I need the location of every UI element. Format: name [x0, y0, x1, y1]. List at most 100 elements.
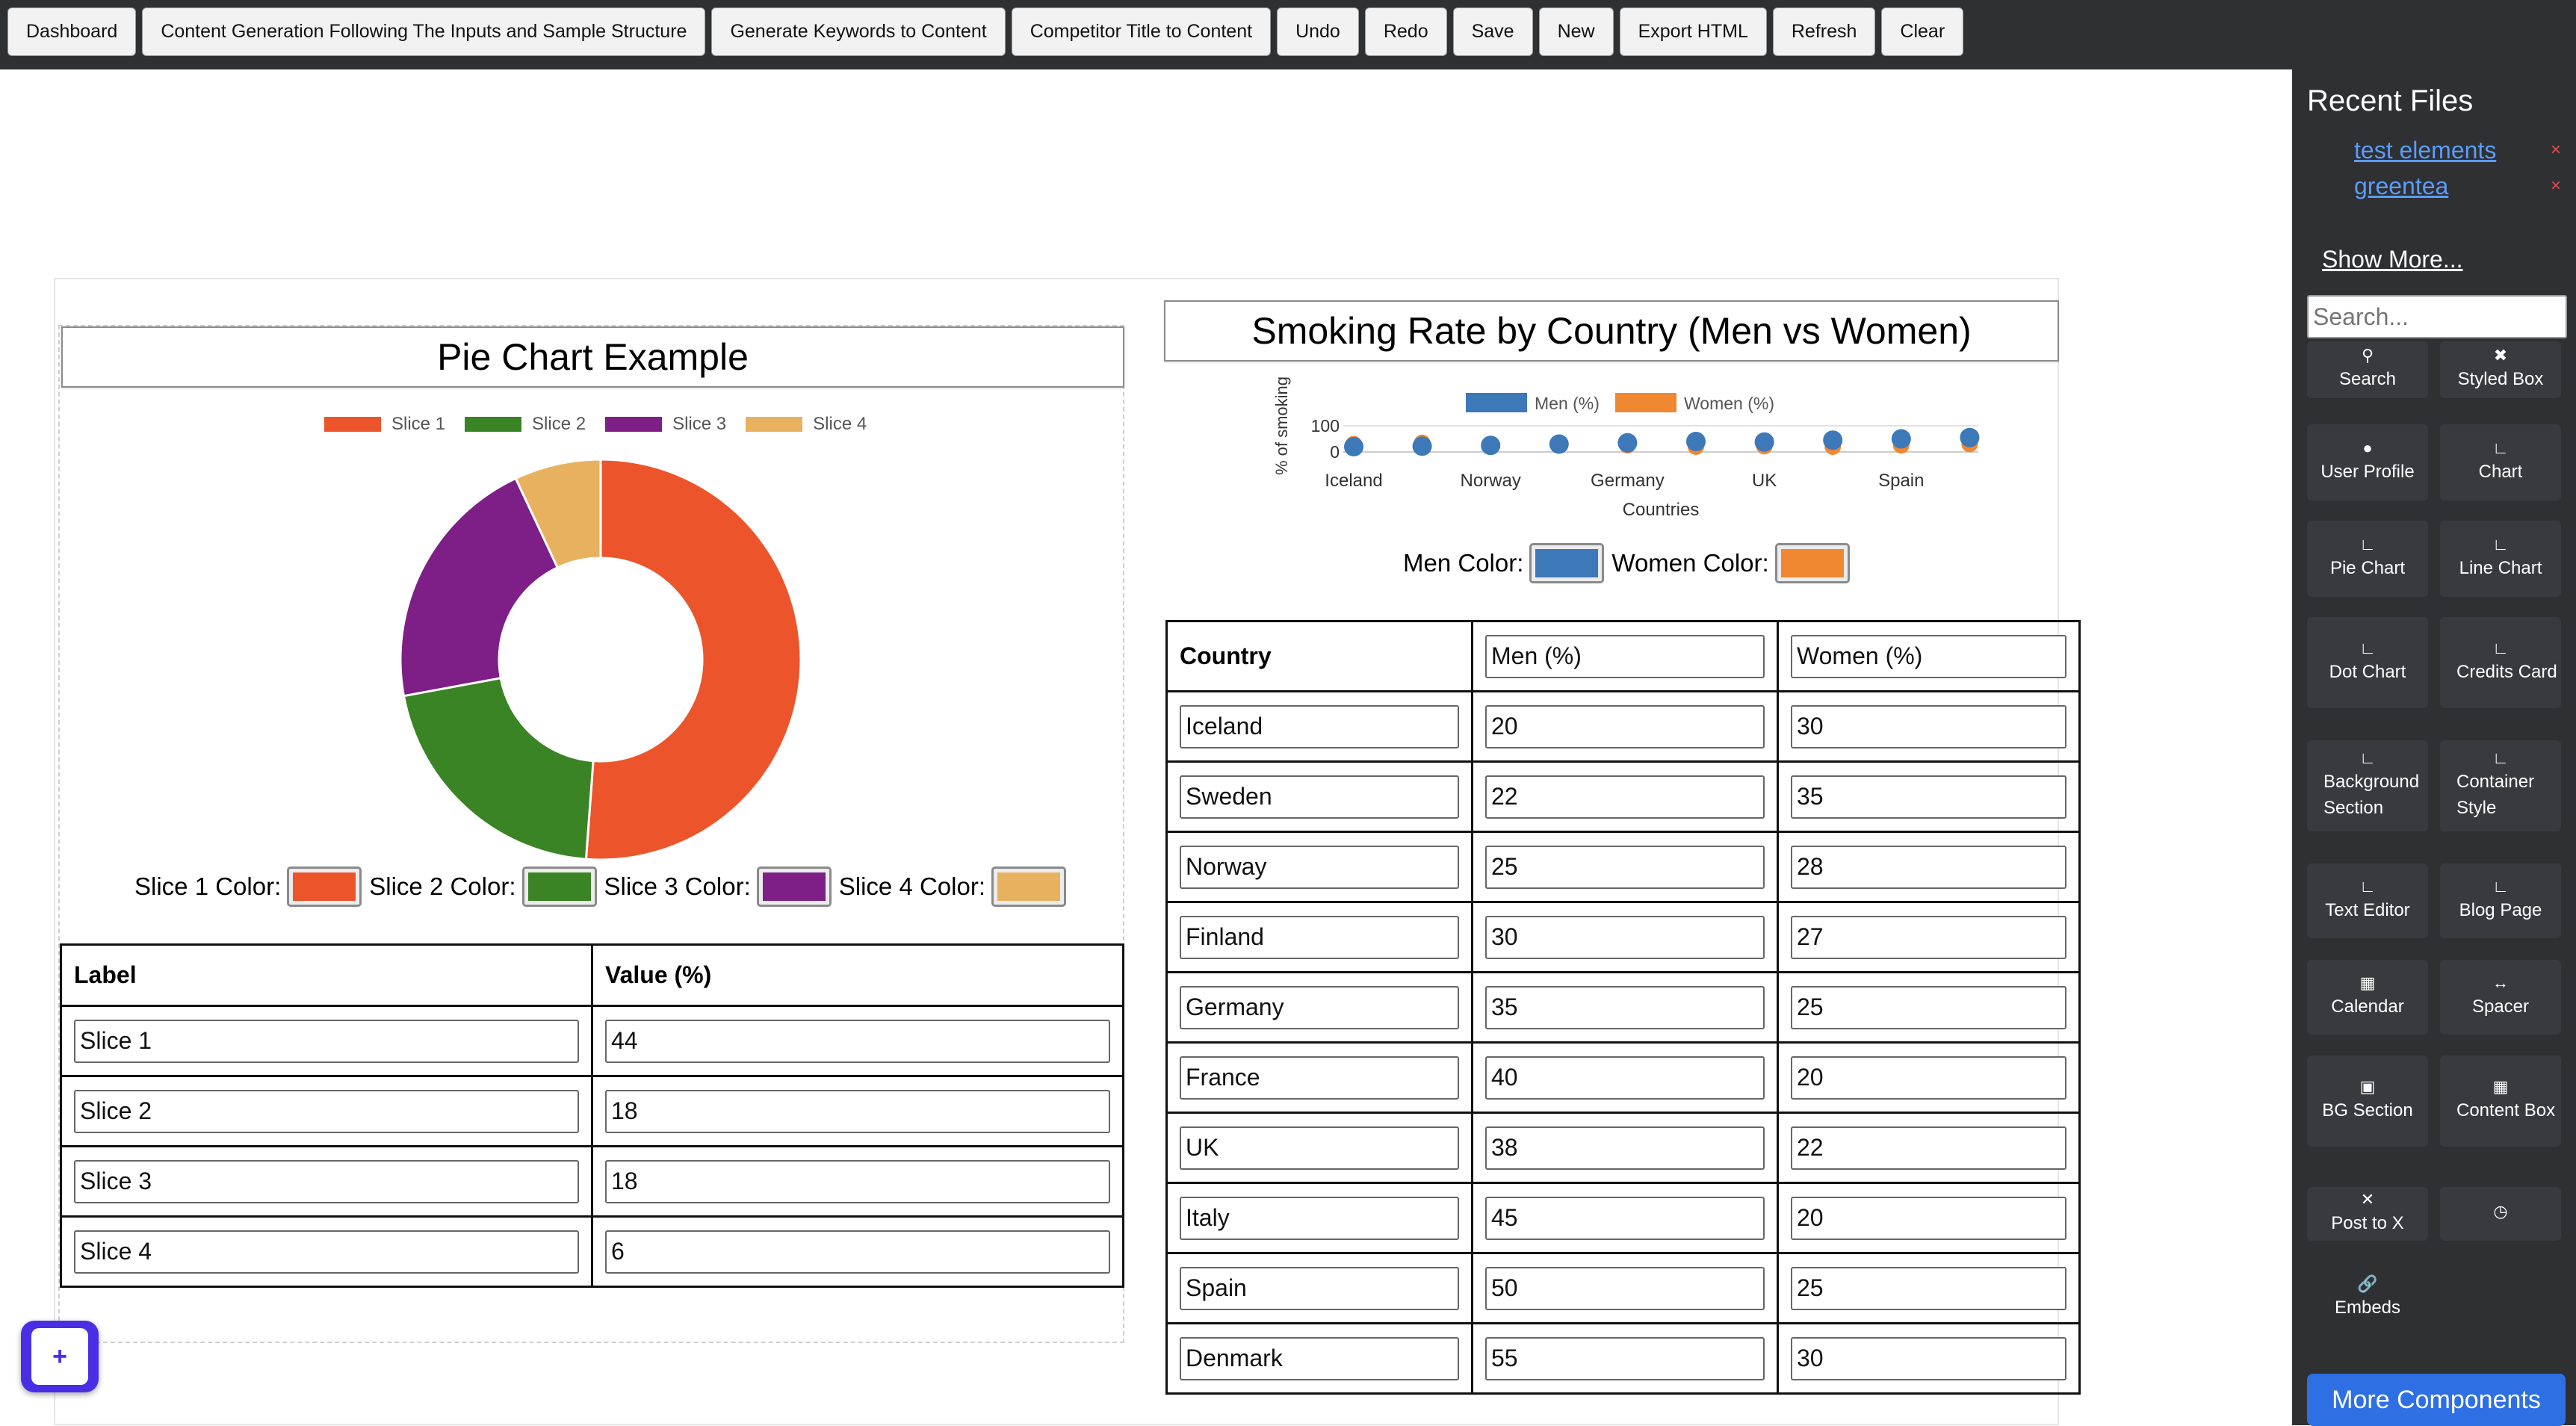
clear-button[interactable]: Clear — [1881, 7, 1964, 56]
women-value-input[interactable] — [1791, 704, 2066, 748]
men-value-input[interactable] — [1485, 1196, 1765, 1240]
country-input[interactable] — [1180, 775, 1459, 819]
men-value-input[interactable] — [1485, 775, 1765, 819]
country-input[interactable] — [1180, 1336, 1459, 1380]
men-value-input[interactable] — [1485, 704, 1765, 748]
user-profile-component-tile[interactable]: ● User Profile — [2307, 424, 2428, 500]
search-component-tile[interactable]: ⚲ Search — [2307, 341, 2428, 398]
search-icon: ⚲ — [2361, 345, 2374, 365]
post-to-x-component-tile[interactable]: ✕ Post to X — [2307, 1187, 2428, 1241]
women-value-input[interactable] — [1791, 845, 2066, 889]
show-more-link[interactable]: Show More... — [2322, 246, 2463, 273]
women-value-input[interactable] — [1791, 985, 2066, 1029]
slice-1-color-picker[interactable] — [287, 867, 362, 907]
legend-item[interactable]: Slice 2 — [465, 414, 586, 435]
slice-label-input[interactable] — [74, 1230, 579, 1274]
country-input[interactable] — [1180, 1266, 1459, 1310]
user-circle-icon: ● — [2362, 438, 2373, 457]
save-button[interactable]: Save — [1452, 7, 1533, 56]
women-value-input[interactable] — [1791, 775, 2066, 819]
text-editor-component-tile[interactable]: ∟ Text Editor — [2307, 864, 2428, 938]
legend-item[interactable]: Slice 1 — [324, 414, 445, 435]
country-input[interactable] — [1180, 1126, 1459, 1170]
women-value-input[interactable] — [1791, 1336, 2066, 1380]
more-components-button[interactable]: More Components — [2307, 1374, 2566, 1426]
men-value-input[interactable] — [1485, 1126, 1765, 1170]
men-value-input[interactable] — [1485, 1266, 1765, 1310]
slice-value-input[interactable] — [605, 1019, 1110, 1063]
slice-label-input[interactable] — [74, 1089, 579, 1133]
women-value-input[interactable] — [1791, 1126, 2066, 1170]
recent-file-link[interactable]: greentea — [2354, 173, 2449, 199]
men-data-point — [1686, 432, 1706, 451]
new-button[interactable]: New — [1538, 7, 1614, 56]
slice-value-input[interactable] — [605, 1230, 1110, 1274]
country-input[interactable] — [1180, 845, 1459, 889]
women-color-picker[interactable] — [1774, 543, 1850, 583]
slice-4-color-picker[interactable] — [991, 867, 1066, 907]
women-value-input[interactable] — [1791, 1055, 2066, 1100]
country-input[interactable] — [1180, 1055, 1459, 1100]
dot-chart-component-tile[interactable]: ∟ Dot Chart — [2307, 617, 2428, 708]
women-value-input[interactable] — [1791, 1266, 2066, 1310]
spacer-component-tile[interactable]: ↔ Spacer — [2440, 960, 2561, 1035]
export-html-button[interactable]: Export HTML — [1619, 7, 1767, 56]
credits-card-component-tile[interactable]: ∟ Credits Card — [2440, 617, 2561, 708]
men-value-input[interactable] — [1485, 1336, 1765, 1380]
content-generation-button[interactable]: Content Generation Following The Inputs … — [142, 7, 706, 56]
men-value-input[interactable] — [1485, 845, 1765, 889]
redo-button[interactable]: Redo — [1364, 7, 1447, 56]
refresh-button[interactable]: Refresh — [1772, 7, 1876, 56]
women-value-input[interactable] — [1791, 1196, 2066, 1240]
clock-component-tile[interactable]: ◷ — [2440, 1187, 2561, 1241]
chart-component-tile[interactable]: ∟ Chart — [2440, 424, 2561, 500]
bg-section-component-tile[interactable]: ▣ BG Section — [2307, 1055, 2428, 1147]
competitor-title-button[interactable]: Competitor Title to Content — [1011, 7, 1272, 56]
slice-value-input[interactable] — [605, 1089, 1110, 1133]
tools-icon: ✖ — [2493, 345, 2508, 365]
recent-file-link[interactable]: test elements — [2354, 137, 2497, 164]
tile-label: Line Chart — [2459, 557, 2542, 578]
dashboard-button[interactable]: Dashboard — [7, 7, 137, 56]
men-value-input[interactable] — [1485, 1055, 1765, 1100]
styled-box-component-tile[interactable]: ✖ Styled Box — [2440, 341, 2561, 398]
country-input[interactable] — [1180, 1196, 1459, 1240]
embeds-component-tile[interactable]: 🔗 Embeds — [2307, 1257, 2428, 1339]
country-input[interactable] — [1180, 915, 1459, 959]
men-value-input[interactable] — [1485, 985, 1765, 1029]
close-icon[interactable]: × — [2551, 140, 2562, 160]
slice-value-input[interactable] — [605, 1159, 1110, 1203]
undo-button[interactable]: Undo — [1277, 7, 1359, 56]
legend-item[interactable]: Slice 3 — [605, 414, 726, 435]
men-value-input[interactable] — [1485, 915, 1765, 959]
women-header-input[interactable] — [1791, 634, 2066, 678]
calendar-component-tile[interactable]: ▦ Calendar — [2307, 960, 2428, 1035]
content-box-component-tile[interactable]: ▦ Content Box — [2440, 1055, 2561, 1147]
line-chart-component-tile[interactable]: ∟ Line Chart — [2440, 521, 2561, 597]
table-cell — [1471, 831, 1779, 903]
chart-icon: ∟ — [2359, 876, 2376, 896]
legend-item[interactable]: Slice 4 — [746, 414, 867, 435]
slice-label-input[interactable] — [74, 1159, 579, 1203]
slice-2-color-picker[interactable] — [521, 867, 597, 907]
country-input[interactable] — [1180, 985, 1459, 1029]
slice-3-color-picker[interactable] — [756, 867, 832, 907]
pie-chart-component-tile[interactable]: ∟ Pie Chart — [2307, 521, 2428, 597]
add-component-button[interactable]: + — [21, 1321, 99, 1392]
link-icon: 🔗 — [2357, 1274, 2378, 1293]
men-header-input[interactable] — [1485, 634, 1765, 678]
close-icon[interactable]: × — [2551, 176, 2562, 196]
blog-page-component-tile[interactable]: ∟ Blog Page — [2440, 864, 2561, 938]
table-cell — [60, 1075, 593, 1147]
women-value-input[interactable] — [1791, 915, 2066, 959]
men-color-picker[interactable] — [1529, 543, 1605, 583]
component-search-input[interactable] — [2307, 295, 2567, 338]
smoking-chart-component[interactable]: Smoking Rate by Country (Men vs Women) M… — [1164, 300, 2081, 1398]
table-cell — [1165, 1112, 1473, 1184]
generate-keywords-button[interactable]: Generate Keywords to Content — [711, 7, 1006, 56]
country-input[interactable] — [1180, 704, 1459, 748]
background-section-component-tile[interactable]: ∟ Background Section — [2307, 740, 2428, 831]
container-style-component-tile[interactable]: ∟ Container Style — [2440, 740, 2561, 831]
slice-label-input[interactable] — [74, 1019, 579, 1063]
